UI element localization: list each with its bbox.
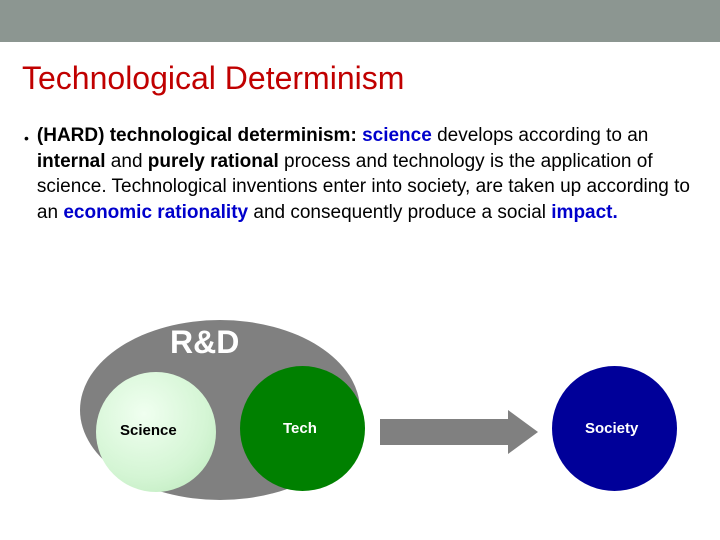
science-label: Science [120, 422, 177, 439]
kw-rational: purely rational [148, 151, 279, 172]
text-2: and [106, 151, 148, 172]
bullet-icon: • [24, 129, 29, 226]
text-1: develops according to an [432, 125, 649, 146]
top-color-bar [0, 0, 720, 42]
arrow-icon [380, 410, 540, 454]
lead-bold: (HARD) technological determinism: [37, 125, 357, 146]
flow-diagram: R&D Science Tech Society [0, 310, 720, 530]
text-4: and consequently produce a social [248, 202, 551, 223]
bullet-content: (HARD) technological determinism: scienc… [37, 123, 696, 226]
tech-label: Tech [283, 420, 317, 437]
kw-impact: impact. [551, 202, 618, 223]
slide-title: Technological Determinism [22, 60, 720, 97]
rd-label: R&D [170, 324, 239, 361]
society-label: Society [585, 420, 638, 437]
kw-science: science [362, 125, 432, 146]
kw-internal: internal [37, 151, 106, 172]
kw-economic: economic rationality [63, 202, 248, 223]
body-paragraph: • (HARD) technological determinism: scie… [24, 123, 696, 226]
